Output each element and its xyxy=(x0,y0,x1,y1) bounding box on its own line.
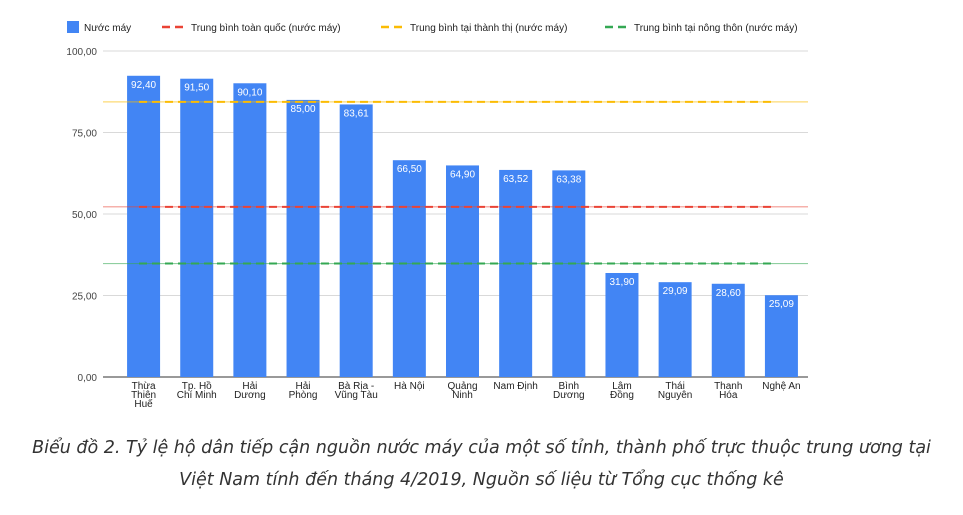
x-tick-label-line: Ninh xyxy=(452,390,473,401)
bar xyxy=(446,165,479,377)
x-tick-label-line: Huế xyxy=(134,398,153,410)
bar-value-label: 29,09 xyxy=(663,286,688,297)
bar-value-label: 92,40 xyxy=(131,80,156,91)
bar xyxy=(127,75,161,377)
legend-item: Trung bình tại thành thị (nước máy) xyxy=(381,23,567,34)
bar-value-label: 90,10 xyxy=(237,87,262,98)
legend-item: Trung bình toàn quốc (nước máy) xyxy=(162,22,341,34)
x-tick-label: Nghệ An xyxy=(762,381,800,392)
y-tick-label: 0,00 xyxy=(78,373,98,384)
x-tick-label-line: Tp. Hồ xyxy=(182,380,212,392)
bar-value-label: 63,52 xyxy=(503,174,528,185)
x-tick-label-line: Lâm xyxy=(612,381,631,392)
legend-item: Nước máy xyxy=(67,21,131,34)
y-tick-label: 25,00 xyxy=(72,292,97,303)
y-tick-label: 75,00 xyxy=(72,129,97,140)
x-tick-label: Hải Dương xyxy=(234,381,266,401)
y-tick-label: 50,00 xyxy=(72,210,97,221)
bar-value-label: 25,09 xyxy=(769,299,794,310)
bar xyxy=(499,169,533,377)
bar-value-label: 31,90 xyxy=(609,277,634,288)
bar xyxy=(233,83,267,378)
x-tick-label-line: Phòng xyxy=(289,390,318,401)
x-tick-label: Hà Nội xyxy=(394,381,425,392)
x-tick-label: Thừa Thiên Huế xyxy=(131,381,156,410)
legend-item: Trung bình tại nông thôn (nước máy) xyxy=(605,23,798,34)
bar xyxy=(764,295,798,377)
x-tick-label-line: Dương xyxy=(553,390,585,401)
chart-caption-line-1: Biểu đồ 2. Tỷ lệ hộ dân tiếp cận nguồn n… xyxy=(32,438,931,458)
x-tick-label-line: Đồng xyxy=(610,389,634,401)
x-tick-label-line: Hà Nội xyxy=(394,381,425,392)
bar-value-label: 64,90 xyxy=(450,169,475,180)
bar-value-label: 83,61 xyxy=(344,108,369,119)
bar-chart: Nước máy Trung bình toàn quốc (nước máy) T… xyxy=(66,21,808,410)
bar-value-label: 66,50 xyxy=(397,164,422,175)
chart-legend: Nước máy Trung bình toàn quốc (nước máy) T… xyxy=(67,21,798,34)
x-tick-label: Bà Rịa -Vũng Tàu xyxy=(335,381,378,401)
bar xyxy=(658,282,692,377)
bar xyxy=(180,78,214,378)
x-tick-label-line: Dương xyxy=(234,390,266,401)
x-tick-label: Tp. Hồ Chí Minh xyxy=(177,380,217,401)
x-tick-label-line: Quảng xyxy=(447,381,477,392)
x-tick-label-line: Thiên xyxy=(131,390,156,401)
x-tick-label: Thái Nguyên xyxy=(658,381,692,401)
x-tick-label-line: Nam Định xyxy=(493,381,537,392)
x-tick-label-line: Thái xyxy=(665,381,684,392)
x-tick-label: Hải Phòng xyxy=(289,381,318,401)
x-tick-label-line: Chí Minh xyxy=(177,390,217,401)
bar xyxy=(286,99,320,378)
legend-label: Nước máy xyxy=(84,23,131,34)
x-tick-label-line: Hải xyxy=(296,381,311,392)
y-axis: 0,00 25,00 50,00 75,00 100,00 xyxy=(66,47,97,384)
x-tick-label: Lâm Đồng xyxy=(610,381,634,401)
chart-caption-line-2: Việt Nam tính đến tháng 4/2019, Nguồn số… xyxy=(179,470,784,490)
bar xyxy=(392,160,426,377)
x-tick-label-line: Nghệ An xyxy=(762,381,800,392)
x-tick-label-line: Hải xyxy=(242,381,257,392)
x-tick-label: Thanh Hóa xyxy=(714,381,742,401)
bar xyxy=(711,283,745,377)
x-tick-label-line: Bà Rịa - xyxy=(338,381,374,392)
bar xyxy=(605,273,639,377)
x-tick-label-line: Hóa xyxy=(719,390,738,401)
x-tick-label: Quảng Ninh xyxy=(447,381,477,401)
legend-label: Trung bình toàn quốc (nước máy) xyxy=(191,22,341,34)
x-tick-label-line: Nguyên xyxy=(658,390,692,401)
x-tick-label-line: Vũng Tàu xyxy=(335,390,378,401)
x-tick-label: Nam Định xyxy=(493,381,537,392)
y-tick-label: 100,00 xyxy=(66,47,97,58)
reference-lines xyxy=(103,100,808,265)
bar xyxy=(339,104,373,377)
legend-label: Trung bình tại nông thôn (nước máy) xyxy=(634,23,798,34)
x-tick-label-line: Thừa xyxy=(132,381,156,392)
x-tick-label: Bình Dương xyxy=(553,381,585,401)
legend-label: Trung bình tại thành thị (nước máy) xyxy=(410,23,567,34)
bar-value-label: 85,00 xyxy=(291,104,316,115)
x-tick-label-line: Thanh xyxy=(714,381,742,392)
bar-value-label: 63,38 xyxy=(556,174,581,185)
bars: 92,40 91,50 90,10 85,00 83,61 66,50 64,90 63,52… xyxy=(127,75,798,378)
legend-swatch xyxy=(67,21,79,33)
bar-value-label: 91,50 xyxy=(184,83,209,94)
bar xyxy=(552,170,586,377)
x-tick-label-line: Bình xyxy=(559,381,580,392)
bar-value-label: 28,60 xyxy=(716,288,741,299)
